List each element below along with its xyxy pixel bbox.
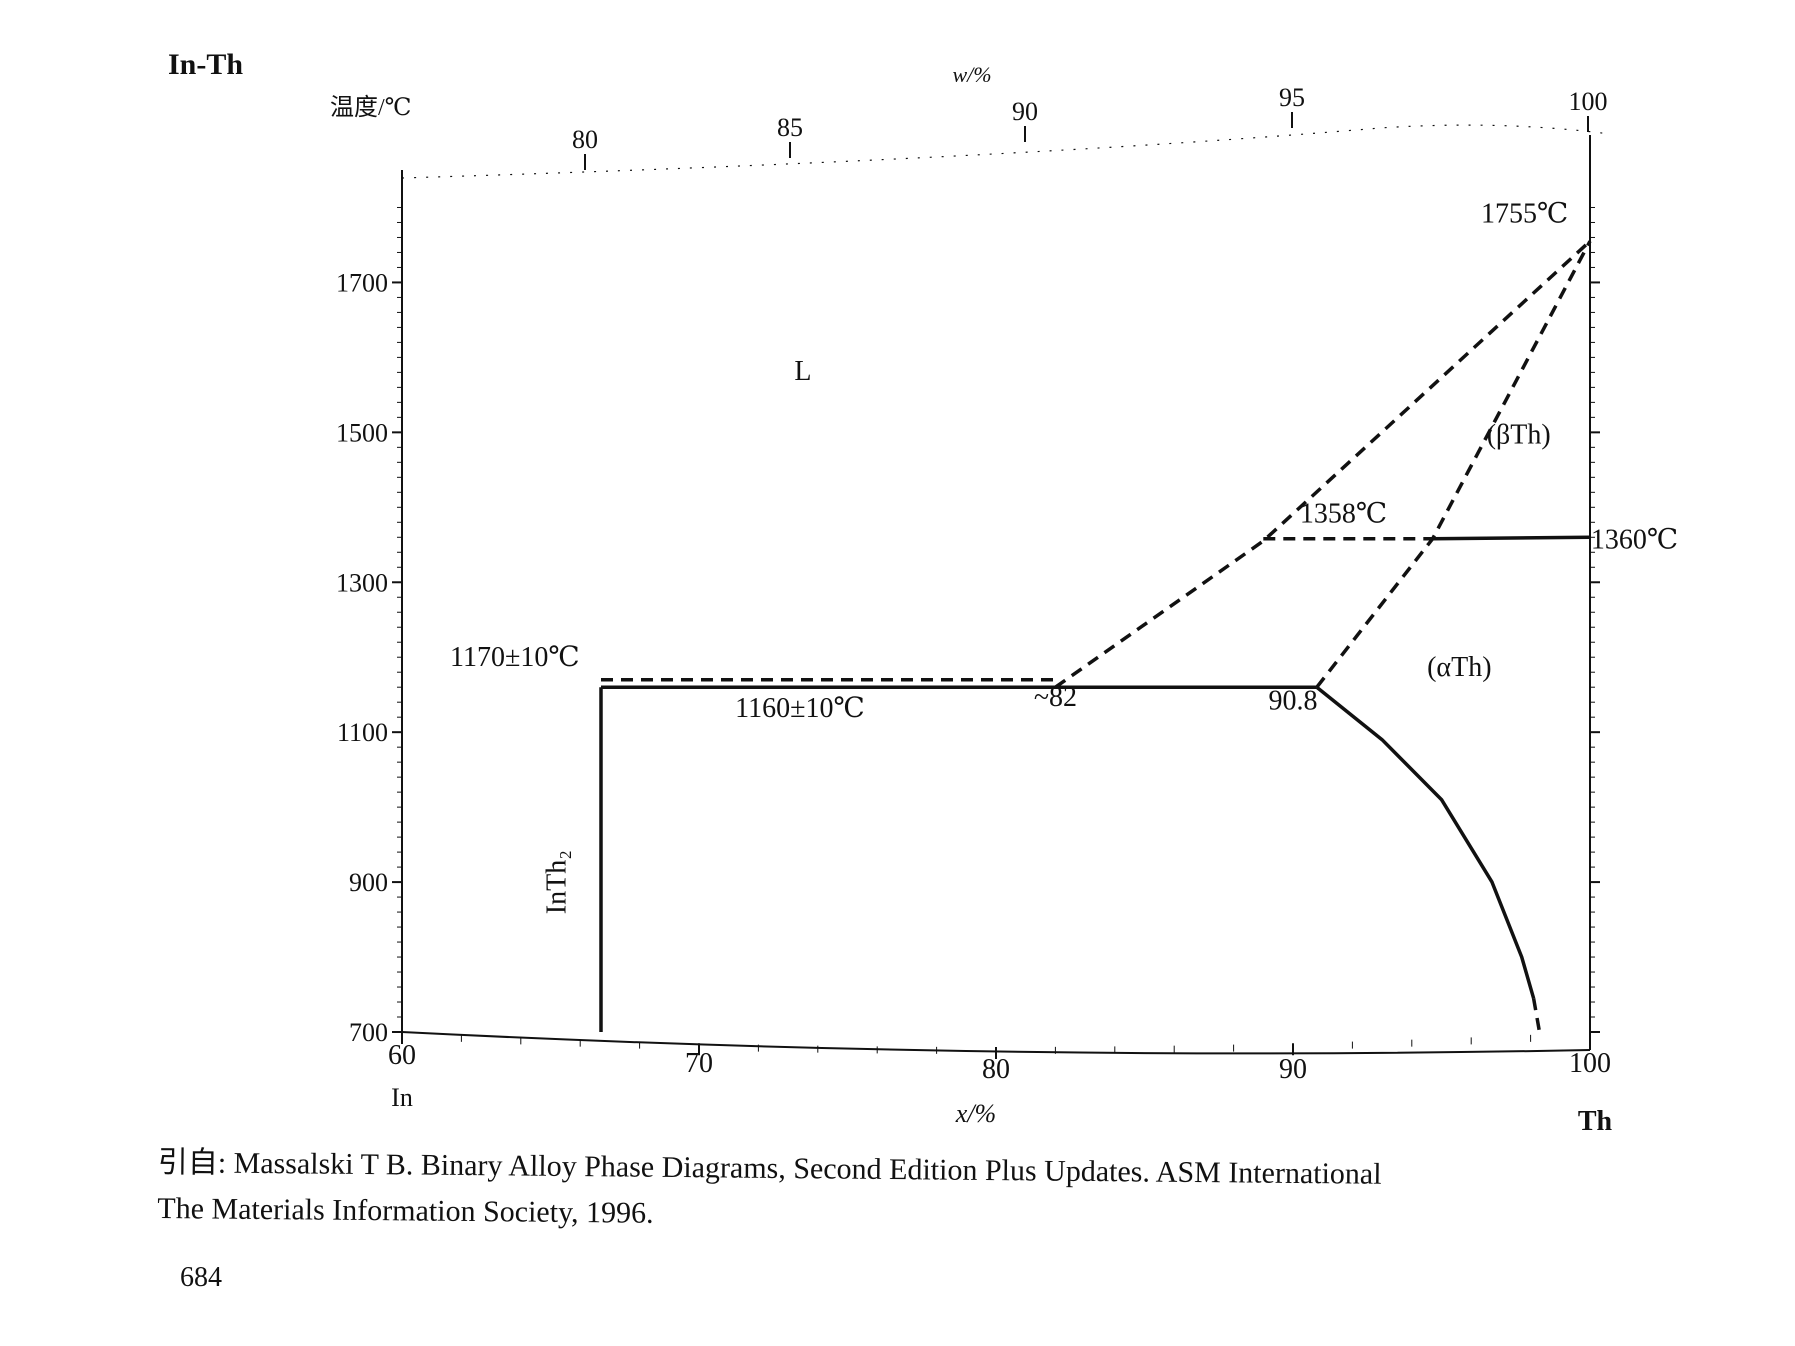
page-number: 684 [180,1262,222,1293]
annotation: (αTh) [1427,652,1491,683]
phase-boundary-dashed [1054,239,1592,689]
y-axis-title: 温度/℃ [330,94,412,121]
x-tick-label: 100 [1569,1048,1611,1079]
annotation: 1360℃ [1591,525,1678,556]
right-element-label: Th [1578,1106,1613,1137]
phase-boundary-dashed [1531,997,1542,1033]
x2-tick-label: 90 [1012,97,1038,126]
y-tick-label: 1300 [336,568,388,597]
phase-boundary-solid [1315,685,1536,999]
x2-tick-label: 85 [777,113,803,142]
x-tick-label: 90 [1279,1054,1307,1085]
x-tick-label: 60 [388,1040,416,1071]
left-element-label: In [391,1083,413,1112]
annotation: 1358℃ [1300,498,1387,529]
x-tick-label: 80 [982,1054,1010,1085]
y-tick-label: 1500 [336,418,388,447]
diagram-title: In-Th [168,48,244,81]
x2-tick-label: 80 [572,125,598,154]
citation: 引自: Massalski T B. Binary Alloy Phase Di… [157,1140,1778,1248]
y-tick-label: 700 [349,1018,388,1047]
x2-axis-title: w/% [952,62,991,87]
phase-boundary-solid [1432,535,1591,541]
annotation: L [794,356,811,387]
x2-tick-label: 100 [1569,87,1608,116]
x2-tick-label: 95 [1279,83,1305,112]
x-axis-title: x/% [955,1099,996,1128]
annotation: InTh₂ [541,850,572,914]
y-tick-label: 900 [349,868,388,897]
annotation: 1755℃ [1481,198,1568,229]
x-tick-label: 70 [685,1048,713,1079]
annotation: (βTh) [1487,420,1551,451]
annotation: ~82 [1034,682,1077,713]
y-tick-label: 1100 [337,718,388,747]
y-tick-label: 1700 [336,268,388,297]
phase-boundary-dashed [1315,240,1592,689]
annotation: 1160±10℃ [735,693,865,724]
annotation: 1170±10℃ [450,642,580,673]
annotation: 90.8 [1269,686,1318,717]
